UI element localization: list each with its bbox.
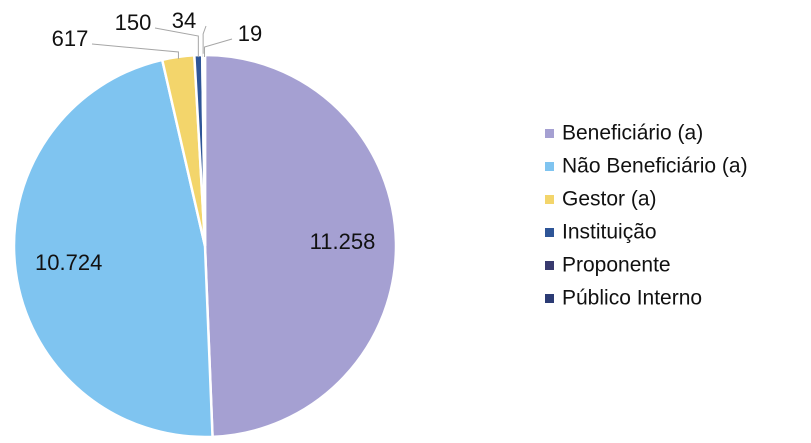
leader-line xyxy=(154,27,199,58)
legend-swatch xyxy=(545,129,554,138)
legend-label: Gestor (a) xyxy=(562,188,657,211)
leader-line xyxy=(91,43,179,59)
legend-swatch xyxy=(545,228,554,237)
data-label: 19 xyxy=(238,21,262,46)
legend-swatch xyxy=(545,162,554,171)
leader-line xyxy=(202,25,207,58)
data-label: 11.258 xyxy=(310,229,376,254)
data-label: 617 xyxy=(52,26,89,51)
legend-swatch xyxy=(545,261,554,270)
data-label: 10.724 xyxy=(35,250,102,275)
legend-label: Proponente xyxy=(562,254,671,277)
legend-label: Público Interno xyxy=(562,287,702,310)
legend-swatch xyxy=(545,195,554,204)
legend-swatch xyxy=(545,294,554,303)
pie-slice xyxy=(12,58,214,439)
leader-line xyxy=(204,38,233,58)
pie-slice xyxy=(203,53,398,439)
pie-slice xyxy=(202,53,207,247)
legend-label: Instituição xyxy=(562,221,657,244)
data-label: 150 xyxy=(115,10,152,35)
data-label: 34 xyxy=(172,8,196,33)
legend-label: Não Beneficiário (a) xyxy=(562,155,748,178)
legend-label: Beneficiário (a) xyxy=(562,122,703,145)
